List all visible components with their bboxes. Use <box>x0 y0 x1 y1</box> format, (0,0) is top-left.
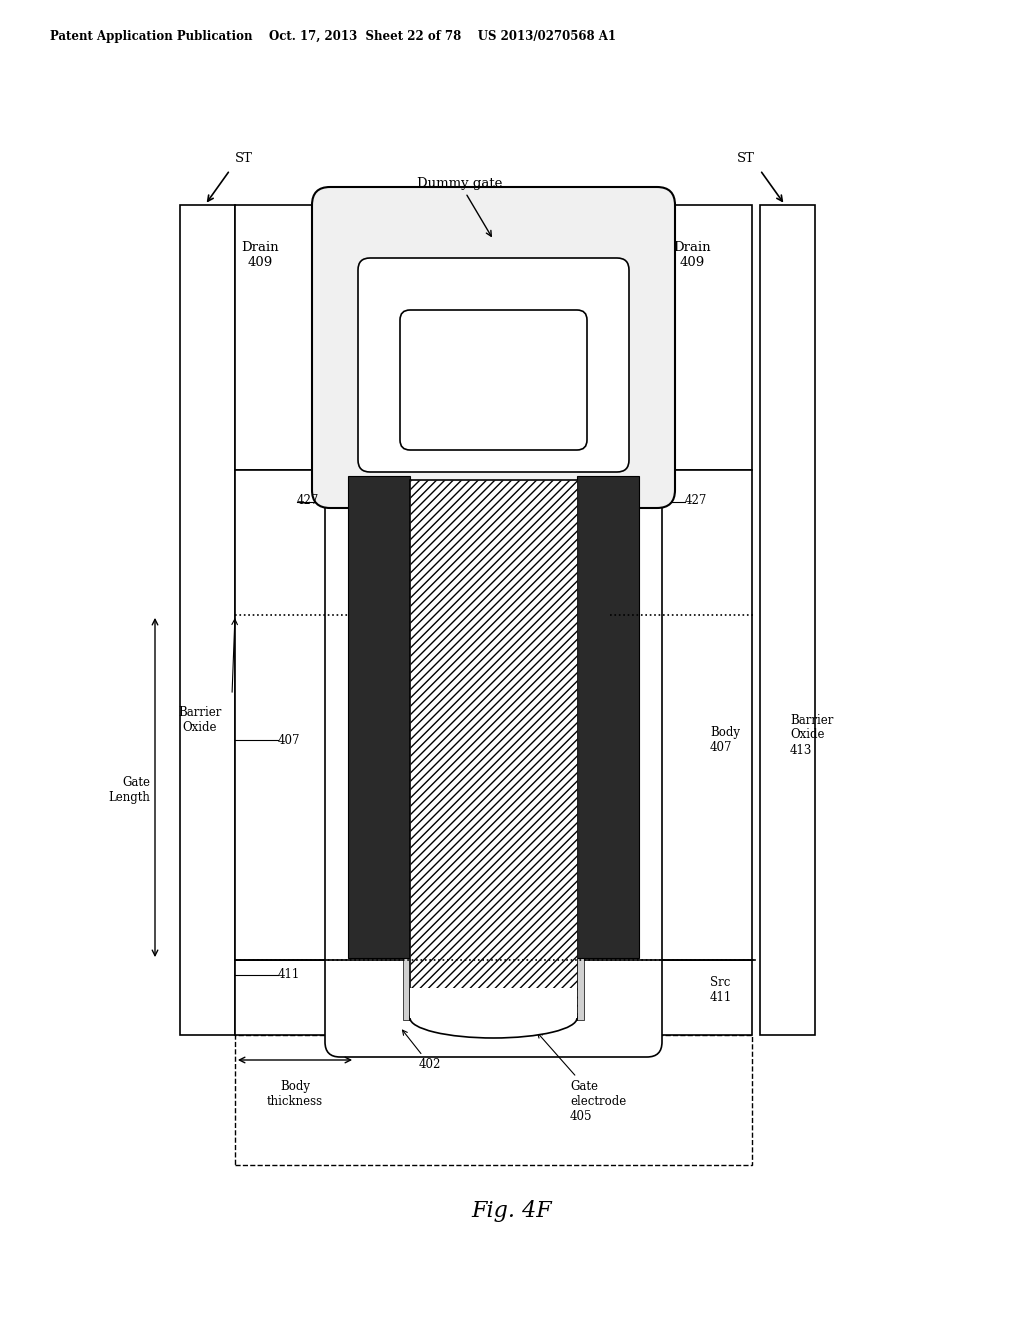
Text: 403: 403 <box>597 455 620 469</box>
Ellipse shape <box>410 998 577 1038</box>
Text: 407: 407 <box>278 734 300 747</box>
FancyBboxPatch shape <box>325 447 662 1057</box>
FancyBboxPatch shape <box>234 470 355 960</box>
FancyBboxPatch shape <box>312 187 675 508</box>
Text: Drain
409: Drain 409 <box>242 242 279 269</box>
Text: 403: 403 <box>368 455 390 469</box>
FancyBboxPatch shape <box>358 257 629 473</box>
FancyBboxPatch shape <box>632 960 752 1035</box>
FancyBboxPatch shape <box>632 470 752 960</box>
FancyBboxPatch shape <box>234 205 355 470</box>
Text: 406: 406 <box>482 379 505 392</box>
Text: Core
SiO₂: Core SiO₂ <box>479 756 508 784</box>
FancyBboxPatch shape <box>577 477 639 958</box>
Text: Fig. 4F: Fig. 4F <box>472 1200 552 1222</box>
Text: Drain
409: Drain 409 <box>673 242 711 269</box>
Text: Patent Application Publication    Oct. 17, 2013  Sheet 22 of 78    US 2013/02705: Patent Application Publication Oct. 17, … <box>50 30 616 44</box>
Text: Src
411: Src 411 <box>710 975 732 1005</box>
FancyBboxPatch shape <box>632 205 752 470</box>
Text: ST: ST <box>234 152 253 165</box>
FancyBboxPatch shape <box>403 480 584 1020</box>
Text: Dummy gate: Dummy gate <box>418 177 503 236</box>
Text: 411: 411 <box>278 969 300 982</box>
FancyBboxPatch shape <box>400 310 587 450</box>
FancyBboxPatch shape <box>234 960 355 1035</box>
Text: 402: 402 <box>402 1030 441 1072</box>
Text: Body
407: Body 407 <box>710 726 740 754</box>
Text: 404: 404 <box>482 408 505 421</box>
Text: 427: 427 <box>297 494 319 507</box>
FancyBboxPatch shape <box>760 205 815 1035</box>
Text: 404: 404 <box>431 533 454 546</box>
Text: ST: ST <box>737 152 755 165</box>
Text: 402: 402 <box>369 508 391 521</box>
Text: Barrier
Oxide: Barrier Oxide <box>178 706 221 734</box>
Text: Barrier
Oxide
413: Barrier Oxide 413 <box>790 714 834 756</box>
FancyBboxPatch shape <box>180 205 234 1035</box>
FancyBboxPatch shape <box>410 480 577 1020</box>
FancyBboxPatch shape <box>410 987 577 1018</box>
FancyBboxPatch shape <box>410 480 577 1020</box>
Bar <box>234 1035 752 1166</box>
Text: 427: 427 <box>685 494 708 507</box>
Text: Gate
Length: Gate Length <box>109 776 150 804</box>
Text: Body
thickness: Body thickness <box>267 1080 323 1107</box>
Text: Gate
electrode
405: Gate electrode 405 <box>538 1034 627 1123</box>
FancyBboxPatch shape <box>348 477 410 958</box>
